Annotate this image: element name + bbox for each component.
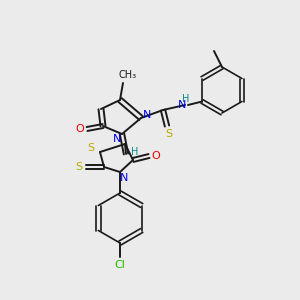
- Text: O: O: [152, 151, 160, 161]
- Text: N: N: [113, 134, 121, 144]
- Text: H: H: [131, 147, 139, 157]
- Text: S: S: [75, 162, 82, 172]
- Text: H: H: [182, 94, 190, 104]
- Text: N: N: [143, 110, 151, 120]
- Text: O: O: [76, 124, 84, 134]
- Text: N: N: [178, 100, 186, 110]
- Text: CH₃: CH₃: [119, 70, 137, 80]
- Text: N: N: [120, 173, 128, 183]
- Text: S: S: [87, 143, 94, 153]
- Text: Cl: Cl: [115, 260, 125, 270]
- Text: S: S: [165, 129, 172, 139]
